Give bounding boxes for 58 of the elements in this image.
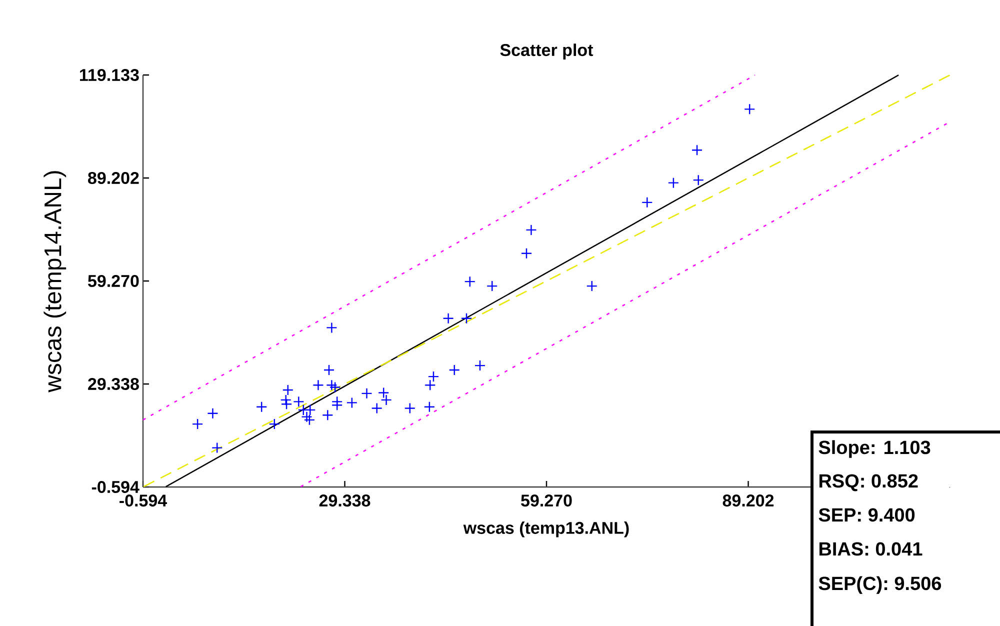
- y-tick-label: 119.133: [80, 68, 139, 82]
- point: [322, 410, 334, 421]
- x-tick-label: 29.338: [319, 494, 370, 507]
- y-tick-label: 89.202: [88, 172, 139, 184]
- text: SEP(C): 9.506: [818, 576, 942, 594]
- text: SEP: 9.400: [818, 508, 915, 522]
- point: [464, 276, 476, 288]
- point: [326, 322, 338, 334]
- point: [212, 442, 223, 454]
- text: BIAS: 0.041: [819, 542, 922, 556]
- x-tick-label: -0.594: [120, 494, 168, 507]
- point: [586, 280, 598, 292]
- annotation: RSQ: 0.852: [819, 474, 918, 492]
- point: [192, 418, 204, 430]
- point: [312, 380, 324, 391]
- point: [331, 400, 343, 411]
- point: [304, 414, 316, 426]
- point: [329, 382, 341, 393]
- annotation: Slope: 1.103: [818, 440, 930, 458]
- point: [442, 312, 454, 324]
- point: [256, 401, 268, 412]
- x-tick-label: 89.202: [722, 494, 774, 507]
- point: [424, 401, 436, 412]
- point: [520, 248, 532, 259]
- point: [378, 387, 390, 398]
- point: [526, 224, 537, 236]
- y-tick-label: 59.270: [88, 274, 139, 288]
- point: [448, 364, 460, 376]
- point: [460, 312, 472, 324]
- point: [371, 402, 382, 414]
- point: [668, 177, 680, 188]
- y-tick-label: -0.594: [92, 480, 140, 494]
- point: [744, 104, 756, 115]
- x-tick-label: 59.270: [521, 494, 572, 507]
- point: [282, 384, 294, 396]
- point: [474, 360, 486, 372]
- point: [293, 396, 304, 408]
- point: [346, 397, 358, 408]
- point: [692, 174, 704, 186]
- point: [642, 196, 653, 208]
- chart-title: Scatter plot: [500, 44, 594, 60]
- x-axis-title: wscas (temp13.ANL): [463, 521, 629, 538]
- point: [280, 394, 292, 406]
- point: [380, 394, 392, 406]
- point: [404, 402, 416, 414]
- point: [361, 388, 372, 400]
- point: [691, 144, 703, 156]
- point: [326, 380, 338, 391]
- point: [268, 418, 280, 430]
- point: [280, 398, 292, 410]
- y-axis-title: wscas (temp14.ANL): [44, 171, 66, 392]
- point: [323, 364, 335, 376]
- point: [428, 370, 440, 382]
- point: [424, 380, 436, 391]
- point: [486, 280, 498, 292]
- point: [207, 408, 218, 419]
- point: [304, 404, 316, 416]
- y-tick-label: 29.338: [88, 378, 139, 390]
